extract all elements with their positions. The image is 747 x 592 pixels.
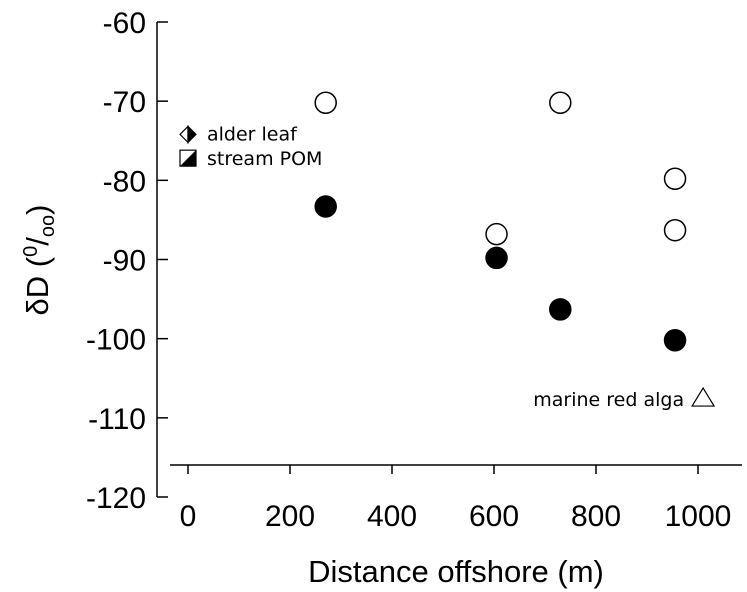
- svg-text:δD (0/oo): δD (0/oo): [20, 205, 59, 316]
- y-tick-label: -100: [86, 324, 146, 357]
- filled-circle-point: [663, 329, 687, 352]
- y-tick-label: -60: [103, 7, 146, 40]
- open-circle-point: [485, 222, 508, 246]
- filled-circle-point: [485, 246, 508, 270]
- y-axis-title-suffix: ): [20, 205, 55, 215]
- filled-circle-point: [314, 195, 337, 218]
- open-circle-point: [663, 167, 687, 190]
- y-axis-title: δD (0/oo): [20, 205, 59, 316]
- data-points: [314, 91, 687, 352]
- annotation-stream-pom: stream POM: [207, 148, 322, 170]
- y-tick-label: -120: [86, 482, 146, 515]
- square-filled-half: [180, 150, 196, 167]
- y-tick-label: -110: [88, 403, 146, 436]
- x-tick-label: 0: [180, 500, 197, 533]
- diamond-left-half: [179, 124, 189, 144]
- x-tick-label: 200: [265, 500, 315, 533]
- open-triangle-point: [691, 386, 716, 407]
- y-tick-label: -70: [103, 86, 146, 119]
- filled-circle-point: [549, 298, 572, 321]
- reference-points: alder leaf stream POM marine red alga: [179, 123, 716, 411]
- y-axis-title-prefix: δD (: [20, 256, 55, 315]
- x-tick-label: 600: [469, 500, 519, 533]
- y-axis-title-slash: /: [20, 237, 55, 246]
- x-tick-label: 1000: [665, 500, 732, 533]
- diamond-right-half: [187, 124, 197, 144]
- open-circle-point: [549, 91, 572, 114]
- y-tick-label: -80: [103, 165, 146, 198]
- annotation-marine-red-alga: marine red alga: [533, 389, 684, 411]
- x-axis-ticks: 0 200 400 600 800 1000: [180, 465, 732, 533]
- annotation-alder-leaf: alder leaf: [207, 123, 298, 145]
- y-tick-label: -90: [103, 245, 146, 278]
- y-axis: -60 -70 -80 -90 -100 -110 -120: [86, 7, 168, 515]
- x-axis: 0 200 400 600 800 1000: [170, 464, 742, 533]
- y-axis-ticks: -60 -70 -80 -90 -100 -110 -120: [86, 7, 168, 515]
- x-axis-title: Distance offshore (m): [308, 554, 604, 589]
- x-tick-label: 400: [367, 500, 417, 533]
- open-circle-point: [663, 218, 687, 242]
- open-circle-point: [314, 91, 337, 114]
- y-axis-title-sup: 0: [20, 246, 42, 257]
- y-axis-title-sub: oo: [37, 215, 59, 237]
- x-tick-label: 800: [571, 500, 621, 533]
